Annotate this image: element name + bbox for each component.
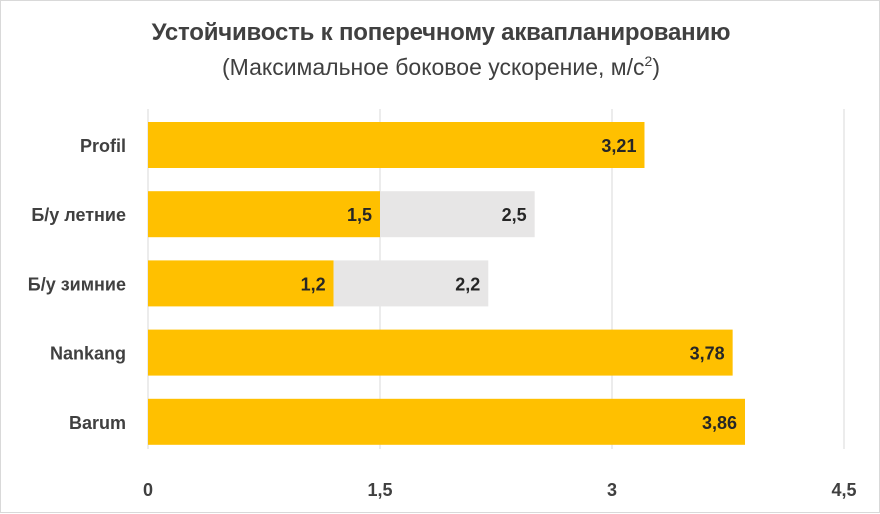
category-label: Б/у зимние [28, 274, 126, 294]
x-tick-label: 0 [143, 480, 153, 500]
bar-segment [148, 398, 746, 445]
bar-segment [148, 122, 645, 168]
category-label: Б/у летние [31, 205, 126, 225]
x-tick-label: 3 [607, 480, 617, 500]
category-label: Profil [80, 136, 126, 156]
data-label: 1,2 [301, 274, 326, 294]
subtitle-text: (Максимальное боковое ускорение, м/с [222, 54, 645, 80]
bar-segment [380, 191, 535, 238]
category-label: Barum [69, 413, 126, 433]
bar-segment [148, 329, 733, 376]
data-label: 3,21 [601, 136, 636, 156]
subtitle-superscript: 2 [644, 53, 653, 69]
bar-segment [333, 260, 489, 307]
bar-segment [148, 260, 334, 307]
data-label: 3,78 [690, 344, 725, 364]
data-label: 2,2 [455, 274, 480, 294]
x-tick-label: 4,5 [831, 480, 856, 500]
subtitle-close: ) [652, 54, 660, 80]
x-tick-label: 1,5 [367, 480, 392, 500]
data-label: 1,5 [347, 205, 372, 225]
chart-title: Устойчивость к поперечному аквапланирова… [151, 19, 731, 46]
data-label: 3,86 [702, 413, 737, 433]
bar-segment [148, 191, 380, 238]
data-label: 2,5 [502, 205, 527, 225]
category-label: Nankang [50, 344, 126, 364]
chart-subtitle: (Максимальное боковое ускорение, м/с2) [1, 53, 880, 81]
